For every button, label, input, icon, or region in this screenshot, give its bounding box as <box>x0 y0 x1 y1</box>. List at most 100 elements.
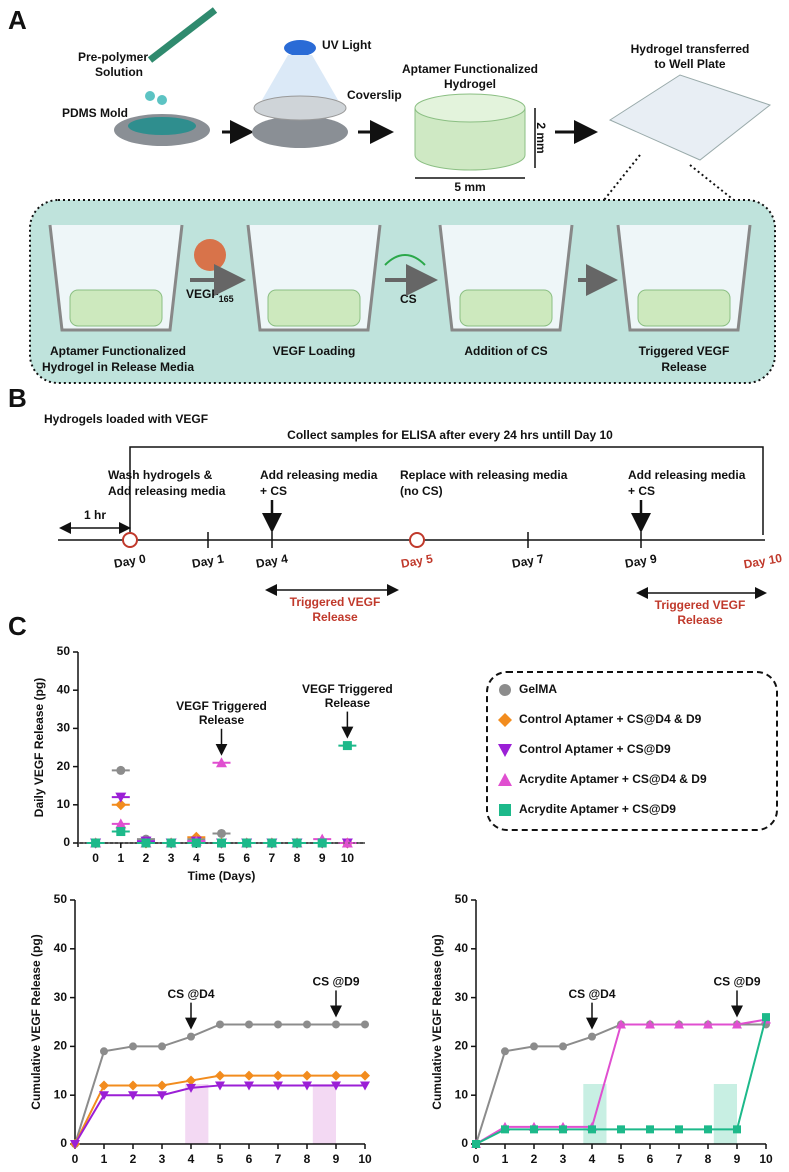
point <box>331 1070 341 1081</box>
point <box>732 1019 742 1029</box>
gels <box>69 289 731 327</box>
label-line: Triggered VEGF <box>655 598 746 612</box>
label: Collect samples for ELISA after every 24… <box>287 428 613 442</box>
label-line: Hydrogel transferred <box>631 42 750 56</box>
label-line: 165 <box>219 294 234 304</box>
y-tick-label: 20 <box>455 1039 469 1053</box>
label-line: Add releasing media <box>260 468 378 482</box>
hydrogel <box>414 108 526 171</box>
point <box>216 1020 224 1029</box>
label: Triggered VEGF Release <box>290 595 381 624</box>
y-tick-label: 10 <box>57 797 71 811</box>
point <box>273 1081 283 1091</box>
x-tick-label: 7 <box>269 851 276 865</box>
day-labels: Day 0 Day 1 Day 4 Day 5 Day 7 Day 9 Day … <box>113 551 784 572</box>
bracket <box>129 446 764 535</box>
point <box>186 1083 196 1093</box>
point <box>128 1080 138 1091</box>
point <box>302 1081 312 1091</box>
point <box>530 1042 538 1051</box>
point <box>267 838 277 848</box>
label-line: Aptamer Functionalized <box>402 62 538 76</box>
y-axis-label: Cumulative VEGF Release (pg) <box>29 934 43 1109</box>
y-tick-label: 40 <box>54 941 68 955</box>
panel-label: C <box>8 611 27 641</box>
y-tick-label: 20 <box>54 1039 68 1053</box>
label: Triggered VEGF Release <box>655 598 746 627</box>
vegf-icon <box>194 239 226 271</box>
x-tick-label: 9 <box>734 1152 741 1166</box>
point <box>215 1070 225 1081</box>
point <box>244 1070 254 1081</box>
point <box>302 1070 312 1081</box>
label-line: + CS <box>260 484 287 498</box>
x-tick-label: 2 <box>130 1152 137 1166</box>
legend-marker <box>499 684 511 696</box>
point <box>158 1042 166 1051</box>
point <box>274 1020 282 1029</box>
hydrogel-top <box>414 93 526 123</box>
x-axis-label: Time (Days) <box>587 1170 655 1172</box>
point <box>166 838 176 848</box>
point <box>157 1091 167 1101</box>
label-line: Wash hydrogels & <box>108 468 213 482</box>
label-line: to Well Plate <box>654 57 725 71</box>
point <box>675 1125 683 1134</box>
point <box>245 1020 253 1029</box>
point <box>674 1019 684 1029</box>
x-tick-label: 8 <box>304 1152 311 1166</box>
label: VEGF165 <box>186 287 234 304</box>
y-tick-label: 40 <box>455 941 469 955</box>
panel-a: A Pre-polymer Solution PDMS Mold UV Light… <box>8 5 776 384</box>
label: Hydrogel transferred to Well Plate <box>631 42 750 71</box>
y-tick-label: 0 <box>63 835 70 849</box>
label: Coverslip <box>347 88 402 102</box>
label: Replace with releasing media (no CS) <box>400 468 568 498</box>
uv-lamp <box>284 40 316 56</box>
point <box>501 1047 509 1056</box>
annotation: VEGF Triggered <box>176 699 267 713</box>
legend-label: Control Aptamer + CS@D9 <box>519 742 671 756</box>
label: Wash hydrogels & Add releasing media <box>108 468 226 498</box>
x-tick-label: 0 <box>72 1152 79 1166</box>
x-tick-label: 1 <box>117 851 124 865</box>
label: 1 hr <box>84 508 106 522</box>
legend-label: Acrydite Aptamer + CS@D4 & D9 <box>519 772 707 786</box>
point <box>70 1140 80 1149</box>
point <box>99 1091 109 1101</box>
label: Aptamer Functionalized Hydrogel <box>402 62 538 91</box>
x-tick-label: 1 <box>101 1152 108 1166</box>
x-axis-label: Time (Days) <box>186 1170 254 1172</box>
label-line: Release <box>661 360 707 374</box>
legend-marker <box>499 804 511 816</box>
y-axis-label: Daily VEGF Release (pg) <box>32 678 46 817</box>
drop <box>157 95 167 105</box>
point <box>332 1020 340 1029</box>
annotation: Release <box>325 696 371 710</box>
x-tick-label: 10 <box>341 851 355 865</box>
point <box>115 792 127 803</box>
highlight <box>713 1084 737 1144</box>
point <box>317 838 327 848</box>
highlight <box>312 1084 336 1144</box>
legend-label: GelMA <box>519 682 557 696</box>
label: CS <box>400 292 417 306</box>
point <box>559 1042 567 1051</box>
x-tick-label: 6 <box>243 851 250 865</box>
x-tick-label: 5 <box>618 1152 625 1166</box>
syringe <box>147 7 218 63</box>
point <box>704 1125 712 1134</box>
label: Add releasing media + CS <box>260 468 378 498</box>
point <box>215 1081 225 1091</box>
point <box>128 1091 138 1101</box>
y-tick-label: 30 <box>57 721 71 735</box>
point <box>186 1075 196 1086</box>
point <box>501 1125 509 1134</box>
x-tick-label: 5 <box>218 851 225 865</box>
y-tick-label: 10 <box>455 1087 469 1101</box>
label-line: + CS <box>628 484 655 498</box>
label-line: Release <box>677 613 723 627</box>
point <box>616 1019 626 1029</box>
y-axis-label: Cumulative VEGF Release (pg) <box>430 934 444 1109</box>
